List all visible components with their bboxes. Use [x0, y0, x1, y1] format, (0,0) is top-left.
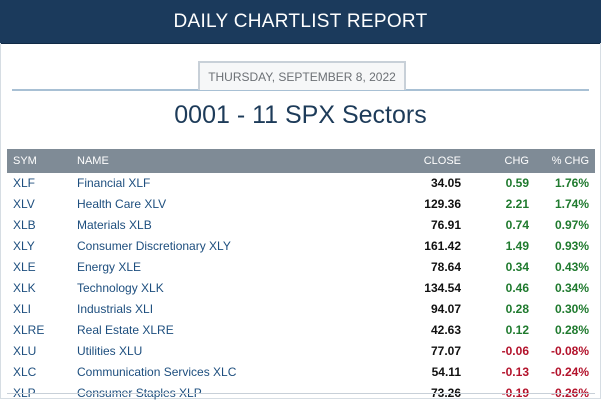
close-value: 78.64 — [383, 256, 467, 278]
table-row: XLRE Real Estate XLRE 42.63 0.12 0.28% — [7, 319, 595, 341]
column-header-sym[interactable]: SYM — [7, 149, 71, 173]
report-header-title: DAILY CHARTLIST REPORT — [173, 10, 428, 32]
column-header-name[interactable]: NAME — [71, 149, 383, 173]
percent-change-value: 1.76% — [535, 173, 595, 194]
table-bottom-divider — [7, 393, 595, 394]
change-value: 0.46 — [467, 277, 535, 299]
symbol-link[interactable]: XLI — [7, 298, 71, 320]
column-header-close[interactable]: CLOSE — [383, 149, 467, 173]
name-link[interactable]: Real Estate XLRE — [71, 319, 383, 341]
symbol-link[interactable]: XLB — [7, 214, 71, 236]
symbol-link[interactable]: XLC — [7, 361, 71, 383]
report-date: THURSDAY, SEPTEMBER 8, 2022 — [198, 61, 406, 90]
percent-change-value: 0.30% — [535, 298, 595, 320]
symbol-link[interactable]: XLRE — [7, 319, 71, 341]
change-value: -0.13 — [467, 361, 535, 383]
close-value: 77.07 — [383, 340, 467, 362]
table-row: XLY Consumer Discretionary XLY 161.42 1.49 0… — [7, 235, 595, 257]
close-value: 42.63 — [383, 319, 467, 341]
name-link[interactable]: Industrials XLI — [71, 298, 383, 320]
table-row: XLB Materials XLB 76.91 0.74 0.97% — [7, 214, 595, 236]
column-header-pct-chg[interactable]: % CHG — [535, 149, 595, 173]
close-value: 94.07 — [383, 298, 467, 320]
symbol-link[interactable]: XLK — [7, 277, 71, 299]
sector-table: SYM NAME CLOSE CHG % CHG XLF Financial XL… — [7, 149, 595, 404]
table-row: XLV Health Care XLV 129.36 2.21 1.74% — [7, 193, 595, 215]
close-value: 129.36 — [383, 193, 467, 215]
date-section: THURSDAY, SEPTEMBER 8, 2022 — [12, 61, 589, 91]
name-link[interactable]: Materials XLB — [71, 214, 383, 236]
close-value: 76.91 — [383, 214, 467, 236]
percent-change-value: -0.08% — [535, 340, 595, 362]
percent-change-value: 1.74% — [535, 193, 595, 215]
change-value: 0.28 — [467, 298, 535, 320]
table-row: XLU Utilities XLU 77.07 -0.06 -0.08% — [7, 340, 595, 362]
percent-change-value: 0.93% — [535, 235, 595, 257]
percent-change-value: 0.43% — [535, 256, 595, 278]
name-link[interactable]: Energy XLE — [71, 256, 383, 278]
table-row: XLC Communication Services XLC 54.11 -0.13-… — [7, 361, 595, 383]
percent-change-value: 0.34% — [535, 277, 595, 299]
close-value: 34.05 — [383, 173, 467, 194]
symbol-link[interactable]: XLE — [7, 256, 71, 278]
name-link[interactable]: Utilities XLU — [71, 340, 383, 362]
name-link[interactable]: Technology XLK — [71, 277, 383, 299]
table-header-row: SYM NAME CLOSE CHG % CHG — [7, 149, 595, 173]
change-value: 2.21 — [467, 193, 535, 215]
chartlist-title: 0001 - 11 SPX Sectors — [174, 101, 427, 129]
change-value: -0.06 — [467, 340, 535, 362]
change-value: 0.34 — [467, 256, 535, 278]
name-link[interactable]: Financial XLF — [71, 173, 383, 194]
symbol-link[interactable]: XLV — [7, 193, 71, 215]
percent-change-value: -0.24% — [535, 361, 595, 383]
table-row: XLE Energy XLE 78.64 0.34 0.43% — [7, 256, 595, 278]
change-value: 0.74 — [467, 214, 535, 236]
close-value: 134.54 — [383, 277, 467, 299]
close-value: 54.11 — [383, 361, 467, 383]
percent-change-value: 0.28% — [535, 319, 595, 341]
close-value: 161.42 — [383, 235, 467, 257]
table-row: XLK Technology XLK 134.54 0.46 0.34% — [7, 277, 595, 299]
report-header: DAILY CHARTLIST REPORT — [0, 0, 601, 44]
table-row: XLF Financial XLF 34.05 0.59 1.76% — [7, 173, 595, 194]
name-link[interactable]: Consumer Discretionary XLY — [71, 235, 383, 257]
name-link[interactable]: Communication Services XLC — [71, 361, 383, 383]
symbol-link[interactable]: XLU — [7, 340, 71, 362]
change-value: 1.49 — [467, 235, 535, 257]
column-header-chg[interactable]: CHG — [467, 149, 535, 173]
name-link[interactable]: Health Care XLV — [71, 193, 383, 215]
change-value: 0.12 — [467, 319, 535, 341]
percent-change-value: 0.97% — [535, 214, 595, 236]
table-row: XLI Industrials XLI 94.07 0.28 0.30% — [7, 298, 595, 320]
symbol-link[interactable]: XLF — [7, 173, 71, 194]
date-divider — [12, 89, 589, 91]
change-value: 0.59 — [467, 173, 535, 194]
symbol-link[interactable]: XLY — [7, 235, 71, 257]
